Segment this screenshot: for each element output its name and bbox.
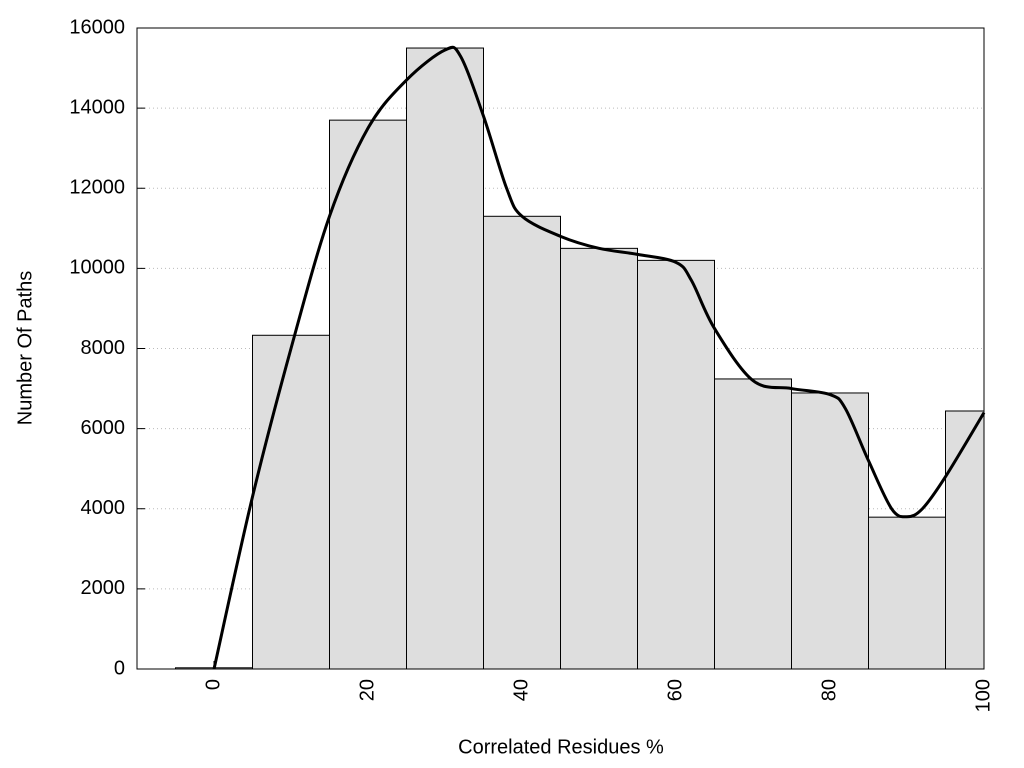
x-tick-label: 60 [664,679,686,701]
x-axis-label: Correlated Residues % [458,736,664,758]
bar [252,334,330,670]
bar [791,392,869,670]
y-tick-label: 10000 [69,257,125,279]
bar [637,259,715,670]
y-axis-label: Number Of Paths [14,271,36,426]
bar [329,119,407,670]
bar [714,378,792,670]
y-tick-label: 14000 [69,96,125,118]
bar [560,247,638,670]
bar [945,410,985,670]
y-tick-label: 12000 [69,177,125,199]
y-tick-label: 2000 [81,577,126,599]
x-tick-label: 80 [818,679,840,701]
x-tick-label: 0 [202,679,224,690]
plot-frame [136,27,985,670]
curve [212,45,986,670]
x-tick-label: 40 [510,679,532,701]
y-tick-label: 4000 [81,497,126,519]
y-tick-label: 6000 [81,417,126,439]
bar [406,47,484,670]
x-tick-label: 20 [356,679,378,701]
y-tick-label: 0 [114,657,125,679]
bar [483,215,561,670]
y-tick-label: 16000 [69,16,125,38]
y-tick-label: 8000 [81,337,126,359]
x-tick-label: 100 [972,679,994,712]
bar [868,516,946,670]
